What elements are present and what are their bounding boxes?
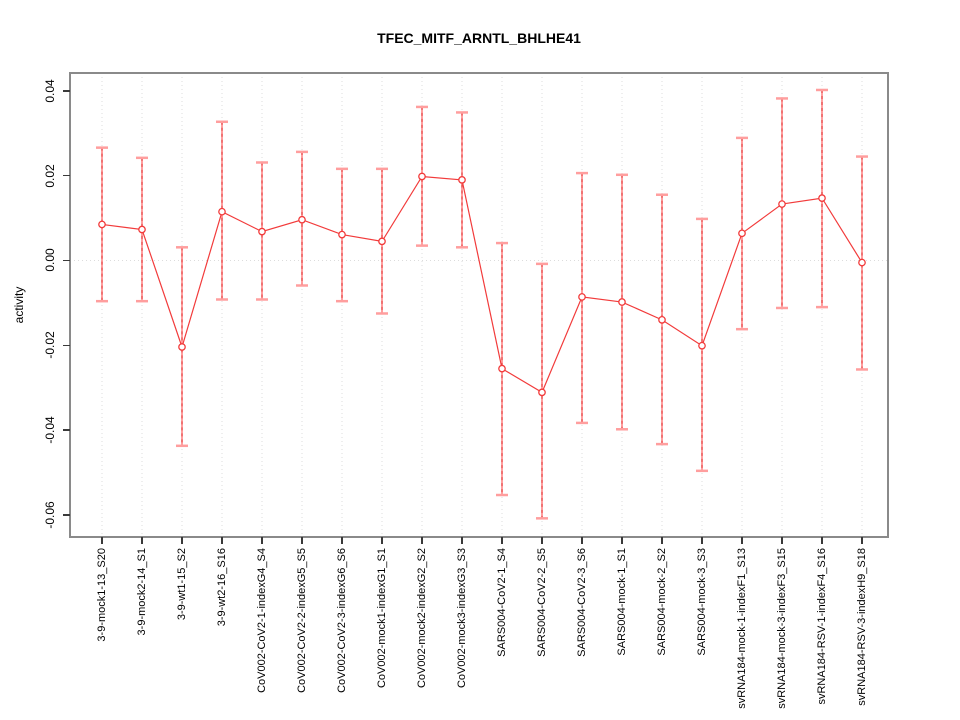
- x-tick: [741, 537, 743, 544]
- series-line: [101, 175, 863, 394]
- x-tick-label: CoV002-mock3-indexG3_S3: [456, 548, 468, 689]
- data-point: [778, 200, 786, 208]
- y-tick-label: 0.00: [43, 248, 57, 273]
- data-point: [298, 215, 306, 224]
- y-tick: [63, 344, 70, 347]
- x-tick: [421, 537, 423, 544]
- x-tick-label: CoV002-mock2-indexG2_S2: [416, 548, 428, 689]
- x-tick-label: svRNA184-RSV-3-indexH9_S18: [856, 548, 868, 706]
- data-point: [138, 225, 146, 234]
- x-tick: [101, 537, 103, 544]
- data-point: [258, 227, 266, 236]
- y-tick: [63, 514, 70, 516]
- data-point: [698, 341, 706, 350]
- plot-svg: [69, 72, 889, 538]
- x-tick: [381, 537, 383, 544]
- x-tick: [461, 537, 463, 544]
- data-point: [98, 220, 106, 229]
- chart-title: TFEC_MITF_ARNTL_BHLHE41: [377, 30, 581, 46]
- x-tick: [861, 537, 863, 544]
- y-tick-label: -0.06: [43, 501, 57, 529]
- x-tick: [661, 537, 663, 544]
- x-tick: [621, 537, 623, 544]
- data-point: [658, 315, 666, 324]
- x-tick-label: SARS004-mock-1_S1: [616, 548, 628, 656]
- data-point: [338, 230, 346, 239]
- plot-frame: [69, 72, 889, 538]
- x-tick: [821, 537, 823, 544]
- x-tick-label: SARS004-CoV2-3_S6: [576, 548, 588, 657]
- x-tick: [701, 537, 703, 544]
- x-tick-label: CoV002-CoV2-2-indexG5_S5: [296, 548, 308, 693]
- data-point: [418, 172, 426, 181]
- x-tick: [781, 537, 783, 544]
- data-point: [578, 293, 586, 301]
- x-tick-label: CoV002-CoV2-1-indexG4_S4: [256, 548, 268, 693]
- x-tick: [301, 537, 303, 544]
- x-tick-label: SARS004-mock-3_S3: [696, 548, 708, 656]
- x-tick: [541, 537, 543, 544]
- data-point: [858, 258, 866, 267]
- x-tick-label: SARS004-CoV2-2_S5: [536, 548, 548, 657]
- data-point: [738, 229, 746, 238]
- y-tick: [63, 429, 70, 431]
- y-tick-label: -0.04: [43, 416, 57, 444]
- data-point: [498, 364, 506, 373]
- x-tick: [501, 537, 503, 544]
- x-tick-label: svRNA184-RSV-1-indexF4_S16: [816, 548, 828, 705]
- y-tick-label: -0.02: [43, 331, 57, 359]
- data-point: [538, 388, 546, 397]
- y-tick: [63, 174, 70, 177]
- x-tick-label: CoV002-mock1-indexG1_S1: [376, 548, 388, 689]
- x-tick-label: 3-9-wt1-15_S2: [176, 548, 188, 621]
- y-tick: [63, 259, 70, 262]
- x-tick-label: 3-9-mock2-14_S1: [136, 548, 148, 636]
- y-tick-label: 0.02: [43, 163, 57, 188]
- data-point: [618, 298, 626, 306]
- x-tick-label: 3-9-mock1-13_S20: [96, 548, 108, 642]
- x-tick-label: CoV002-CoV2-3-indexG6_S6: [336, 548, 348, 693]
- x-tick-label: svRNA184-mock-3-indexF3_S15: [776, 548, 788, 709]
- x-tick-label: SARS004-CoV2-1_S4: [496, 548, 508, 657]
- x-tick: [181, 537, 183, 544]
- y-tick: [63, 90, 70, 92]
- x-tick: [261, 537, 263, 544]
- data-point: [178, 343, 186, 351]
- data-point: [378, 237, 386, 246]
- x-tick-label: svRNA184-mock-1-indexF1_S13: [736, 548, 748, 709]
- y-tick-label: 0.04: [43, 79, 57, 103]
- x-tick: [581, 537, 583, 544]
- x-tick: [141, 537, 143, 544]
- x-tick: [341, 537, 343, 544]
- data-point: [818, 194, 826, 202]
- data-point: [218, 207, 226, 216]
- y-axis-label: activity: [12, 286, 26, 324]
- x-tick-label: SARS004-mock-2_S2: [656, 548, 668, 656]
- x-tick: [221, 537, 223, 544]
- plot-area: [69, 72, 889, 538]
- data-point: [458, 176, 466, 184]
- x-tick-label: 3-9-wt2-16_S16: [216, 548, 228, 627]
